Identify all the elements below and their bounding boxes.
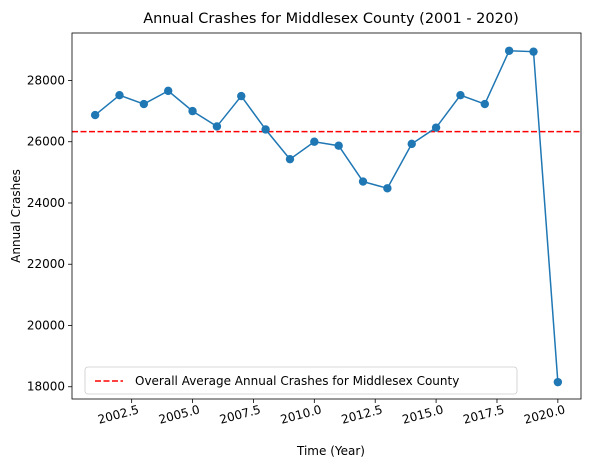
data-point-2018 (504, 46, 514, 55)
x-tick-label: 2020.0 (522, 402, 566, 426)
data-point-2016 (456, 90, 465, 100)
data-point-2006 (212, 122, 222, 131)
x-axis-label: Time (Year) (296, 444, 365, 458)
series-layer (90, 46, 563, 387)
data-point-2002 (115, 90, 124, 100)
y-tick-label: 24000 (27, 196, 65, 210)
data-point-2014 (407, 139, 416, 149)
data-point-2012 (358, 177, 368, 186)
data-point-2008 (261, 125, 270, 134)
series-line (94, 49, 559, 383)
legend: Overall Average Annual Crashes for Middl… (84, 366, 518, 395)
y-tick-label: 22000 (27, 257, 65, 271)
y-tick-label: 20000 (27, 318, 65, 332)
data-point-2007 (237, 91, 246, 101)
x-tick-label: 2012.5 (340, 402, 384, 426)
data-point-2020 (553, 377, 563, 387)
x-tick-label: 2015.0 (401, 402, 445, 426)
data-point-2005 (188, 106, 197, 116)
data-point-2017 (480, 99, 490, 109)
y-axis-label: Annual Crashes (9, 169, 23, 263)
data-point-2009 (285, 154, 295, 164)
data-point-2019 (529, 47, 538, 56)
y-tick-label: 28000 (27, 73, 65, 87)
data-point-2010 (310, 137, 319, 146)
y-tick-label: 26000 (27, 135, 65, 149)
y-axis: 18000 20000 22000 24000 26000 28000 (27, 73, 72, 394)
data-point-2011 (334, 141, 343, 150)
x-tick-label: 2007.5 (218, 402, 262, 426)
data-point-2003 (139, 99, 149, 109)
x-tick-label: 2010.0 (279, 402, 323, 426)
data-point-2013 (383, 184, 392, 193)
x-tick-label: 2002.5 (96, 402, 140, 426)
data-point-2001 (90, 110, 100, 120)
x-tick-label: 2005.0 (157, 402, 201, 426)
legend-label-average: Overall Average Annual Crashes for Middl… (135, 374, 459, 388)
x-tick-label: 2017.5 (462, 402, 506, 426)
legend-box (84, 366, 518, 395)
data-point-2004 (163, 86, 173, 96)
y-tick-label: 18000 (27, 380, 65, 394)
x-axis: 2002.5 2005.0 2007.5 2010.0 2012.5 2015.0 2017… (96, 399, 567, 427)
plot-frame (71, 32, 582, 400)
data-point-2015 (431, 123, 441, 132)
chart-title: Annual Crashes for Middlesex County (200… (143, 11, 519, 27)
